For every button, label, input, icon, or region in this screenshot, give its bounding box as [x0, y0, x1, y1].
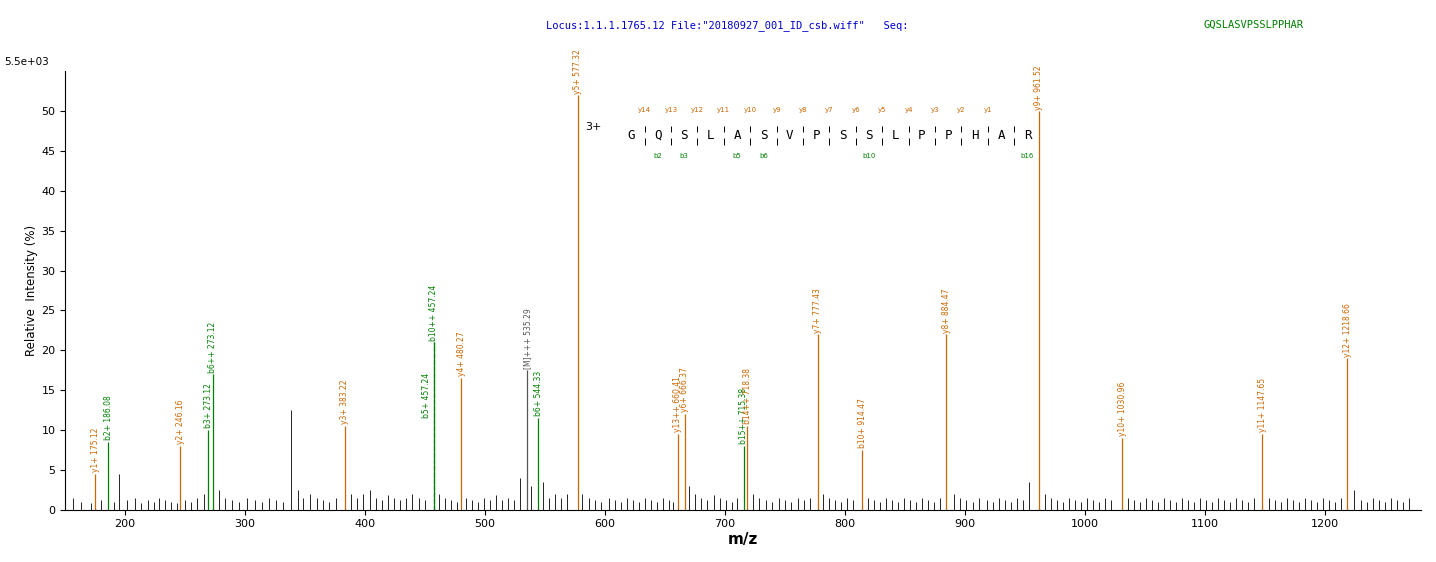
Text: 5.5e+03: 5.5e+03 [4, 57, 49, 67]
Text: y1+ 175.12: y1+ 175.12 [90, 428, 99, 472]
Text: b5: b5 [732, 153, 741, 158]
Text: G: G [628, 129, 635, 142]
Text: b6: b6 [760, 153, 768, 158]
Text: y4: y4 [905, 107, 913, 113]
Text: y2: y2 [958, 107, 965, 113]
Text: b10: b10 [863, 153, 876, 158]
Text: H: H [971, 129, 978, 142]
Text: b2+ 186.08: b2+ 186.08 [103, 396, 113, 440]
Y-axis label: Relative  Intensity (%): Relative Intensity (%) [26, 225, 39, 356]
Text: b3+ 273.12: b3+ 273.12 [204, 383, 213, 428]
Text: y8: y8 [798, 107, 807, 113]
Text: V: V [785, 129, 794, 142]
Text: b6++ 273.12: b6++ 273.12 [208, 321, 217, 373]
X-axis label: m/z: m/z [728, 532, 758, 547]
Text: b5+ 457.24: b5+ 457.24 [422, 373, 431, 418]
Text: L: L [707, 129, 714, 142]
Text: y2+ 246.16: y2+ 246.16 [177, 400, 185, 444]
Text: b15++ 715.38: b15++ 715.38 [740, 388, 748, 444]
Text: [M]+++ 535.29: [M]+++ 535.29 [523, 308, 531, 369]
Text: y6: y6 [852, 107, 860, 113]
Text: b10+ 914.47: b10+ 914.47 [857, 398, 867, 448]
Text: y12+ 1218.66: y12+ 1218.66 [1343, 303, 1351, 356]
Text: 3+: 3+ [584, 122, 602, 132]
Text: b6+ 544.33: b6+ 544.33 [534, 371, 543, 416]
Text: y7: y7 [826, 107, 834, 113]
Text: y5: y5 [877, 107, 886, 113]
Text: y9: y9 [773, 107, 781, 113]
Text: Locus:1.1.1.1765.12 File:"20180927_001_ID_csb.wiff"   Seq:: Locus:1.1.1.1765.12 File:"20180927_001_I… [546, 20, 915, 30]
Text: A: A [734, 129, 741, 142]
Text: y6+ 666.37: y6+ 666.37 [681, 368, 689, 413]
Text: L: L [892, 129, 899, 142]
Text: S: S [866, 129, 873, 142]
Text: y13++ 660.41: y13++ 660.41 [673, 377, 682, 432]
Text: y3+ 383.22: y3+ 383.22 [340, 380, 349, 424]
Text: y8+ 884.47: y8+ 884.47 [942, 288, 951, 333]
Text: y11+ 1147.65: y11+ 1147.65 [1258, 378, 1267, 432]
Text: GQSLASVPSSLPPHAR: GQSLASVPSSLPPHAR [1203, 20, 1304, 30]
Text: y11: y11 [717, 107, 731, 113]
Text: y9+ 961.52: y9+ 961.52 [1034, 65, 1044, 110]
Text: y10+ 1030.96: y10+ 1030.96 [1117, 382, 1127, 436]
Text: y5+ 577.32: y5+ 577.32 [573, 49, 583, 94]
Text: y7+ 777.43: y7+ 777.43 [813, 288, 823, 333]
Text: b2: b2 [653, 153, 662, 158]
Text: S: S [839, 129, 846, 142]
Text: b16: b16 [1021, 153, 1034, 158]
Text: y14: y14 [638, 107, 651, 113]
Text: b14++ 718.38: b14++ 718.38 [742, 368, 751, 424]
Text: b3: b3 [679, 153, 689, 158]
Text: y13: y13 [665, 107, 678, 113]
Text: y12: y12 [691, 107, 704, 113]
Text: S: S [681, 129, 688, 142]
Text: S: S [760, 129, 767, 142]
Text: y1: y1 [984, 107, 992, 113]
Text: y3: y3 [931, 107, 939, 113]
Text: b10++ 457.24: b10++ 457.24 [429, 284, 438, 341]
Text: R: R [1024, 129, 1031, 142]
Text: P: P [918, 129, 926, 142]
Text: P: P [813, 129, 820, 142]
Text: A: A [997, 129, 1005, 142]
Text: Q: Q [653, 129, 662, 142]
Text: y10: y10 [744, 107, 757, 113]
Text: y4+ 480.27: y4+ 480.27 [457, 332, 465, 377]
Text: P: P [945, 129, 952, 142]
